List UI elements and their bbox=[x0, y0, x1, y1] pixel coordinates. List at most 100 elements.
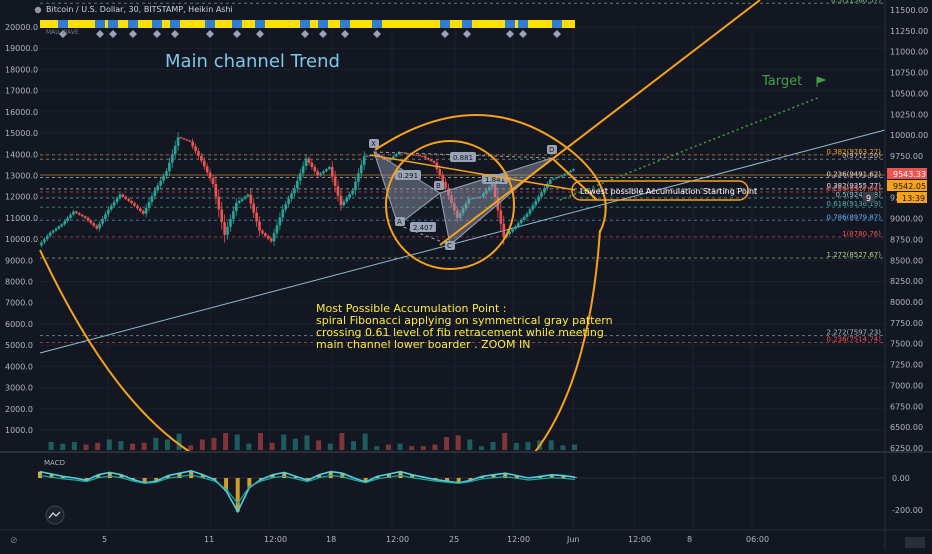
reset-icon[interactable]: ⊘ bbox=[10, 536, 18, 546]
volume-bar bbox=[199, 439, 205, 450]
right-axis-tick: 7750.00 bbox=[890, 319, 923, 328]
candle-body bbox=[223, 222, 226, 235]
left-axis-tick: 3000.0 bbox=[5, 384, 33, 393]
candle-body bbox=[133, 203, 136, 206]
time-axis-tick: 12:00 bbox=[628, 535, 651, 544]
volume-bar bbox=[281, 434, 287, 450]
candle-body bbox=[473, 197, 476, 199]
left-axis-tick: 10000.0 bbox=[5, 235, 38, 244]
macd-histogram-bar bbox=[200, 474, 205, 478]
right-axis-tick: 8500.00 bbox=[890, 256, 923, 265]
candle-body bbox=[479, 196, 482, 198]
candle-body bbox=[426, 157, 430, 160]
candle-body bbox=[194, 146, 197, 152]
volume-bar bbox=[339, 433, 345, 450]
candle-body bbox=[141, 211, 145, 214]
trend-ray-up[interactable] bbox=[439, 0, 761, 246]
right-axis-tick: 6250.00 bbox=[890, 444, 923, 453]
left-price-axis[interactable]: 20000.0 19000.0 18000.0 17000.0 16000.0 15000… bbox=[5, 23, 38, 435]
candle-body bbox=[415, 154, 418, 156]
main-channel-title: Main channel Trend bbox=[165, 51, 340, 72]
volume-bar bbox=[385, 444, 391, 450]
wave-block bbox=[95, 20, 105, 28]
candle-body bbox=[130, 200, 133, 204]
volume-bar bbox=[397, 443, 403, 450]
volume-bar bbox=[269, 442, 275, 450]
candle-body bbox=[319, 173, 322, 176]
candle-body bbox=[563, 173, 567, 176]
time-axis-tick: 25 bbox=[449, 535, 459, 544]
fib-spiral-outer-left[interactable] bbox=[39, 249, 191, 453]
macd-histogram-bar bbox=[247, 478, 252, 488]
channel-lower-line[interactable] bbox=[39, 129, 886, 354]
right-axis-tick: 8000.00 bbox=[890, 298, 923, 307]
wave-block bbox=[518, 20, 528, 28]
note-line-1: Most Possible Accumulation Point : bbox=[316, 302, 507, 315]
fib-spiral-small-circle[interactable] bbox=[385, 140, 515, 270]
time-axis[interactable]: 5 11 12:00 18 12:00 25 12:00 Jun 12:00 8 06:00 bbox=[102, 535, 769, 544]
pattern-ratio-label: 1.841 bbox=[485, 176, 505, 184]
target-dotted-line[interactable] bbox=[559, 96, 821, 201]
volume-bar bbox=[292, 438, 298, 450]
diamond-icon bbox=[553, 30, 561, 38]
candle-body bbox=[534, 200, 538, 206]
candle-body bbox=[205, 166, 209, 173]
time-axis-tick: 18 bbox=[326, 535, 336, 544]
candle-body bbox=[173, 145, 177, 155]
candle-body bbox=[540, 192, 543, 197]
left-axis-tick: 12000.0 bbox=[5, 193, 38, 202]
candle-body bbox=[342, 201, 346, 206]
candle-body bbox=[310, 162, 314, 167]
macd-histogram-bar bbox=[549, 474, 554, 478]
candle-body bbox=[485, 190, 488, 194]
right-axis-tick: 10750.00 bbox=[890, 69, 928, 78]
accumulation-box[interactable] bbox=[571, 180, 749, 201]
pattern-point-label: B bbox=[436, 182, 441, 190]
candle-body bbox=[179, 137, 183, 139]
wave-block bbox=[318, 20, 328, 28]
candle-body bbox=[511, 229, 514, 232]
wave-block bbox=[58, 20, 68, 28]
pattern-ratio-labels: 0.291 0.881 2.407 1.841 bbox=[395, 152, 508, 232]
fib-spiral-outer-right[interactable] bbox=[534, 229, 601, 453]
candle-body bbox=[528, 209, 532, 214]
candle-body bbox=[345, 197, 349, 202]
candle-body bbox=[278, 217, 282, 226]
volume-bar bbox=[106, 439, 112, 450]
time-axis-tick: 11 bbox=[204, 535, 214, 544]
macd-histogram-bar bbox=[410, 474, 415, 478]
candle-body bbox=[95, 225, 98, 229]
right-axis-tick: 6750.00 bbox=[890, 402, 923, 411]
candle-body bbox=[63, 221, 67, 225]
volume-bar bbox=[548, 440, 554, 450]
settings-icon[interactable] bbox=[905, 537, 925, 548]
candle-body bbox=[104, 214, 107, 219]
volume-bar bbox=[432, 444, 438, 450]
candle-body bbox=[354, 181, 357, 191]
candle-body bbox=[156, 185, 160, 191]
pattern-ratio-label: 0.881 bbox=[453, 154, 473, 162]
right-axis-tick: 7500.00 bbox=[890, 340, 923, 349]
candle-body bbox=[522, 216, 526, 221]
candle-body bbox=[336, 186, 340, 196]
candle-body bbox=[287, 198, 290, 205]
macd-histogram-bar bbox=[154, 478, 159, 482]
right-axis-tick: 9750.00 bbox=[890, 152, 923, 161]
left-axis-tick: 4000.0 bbox=[5, 362, 33, 371]
macd-line bbox=[39, 469, 576, 514]
candle-body bbox=[168, 162, 171, 172]
right-axis-tick: 11500.00 bbox=[890, 6, 928, 15]
macd-histogram-bar bbox=[386, 474, 391, 478]
volume-bar bbox=[83, 444, 89, 450]
candle-body bbox=[339, 195, 343, 206]
candle-body bbox=[328, 166, 331, 170]
trend-ray-down[interactable] bbox=[551, 157, 598, 201]
macd-histogram-bar bbox=[235, 478, 240, 512]
candle-body bbox=[455, 210, 459, 218]
close-price-tag bbox=[887, 180, 927, 191]
volume-bar bbox=[223, 433, 229, 450]
candle-body bbox=[109, 205, 113, 210]
